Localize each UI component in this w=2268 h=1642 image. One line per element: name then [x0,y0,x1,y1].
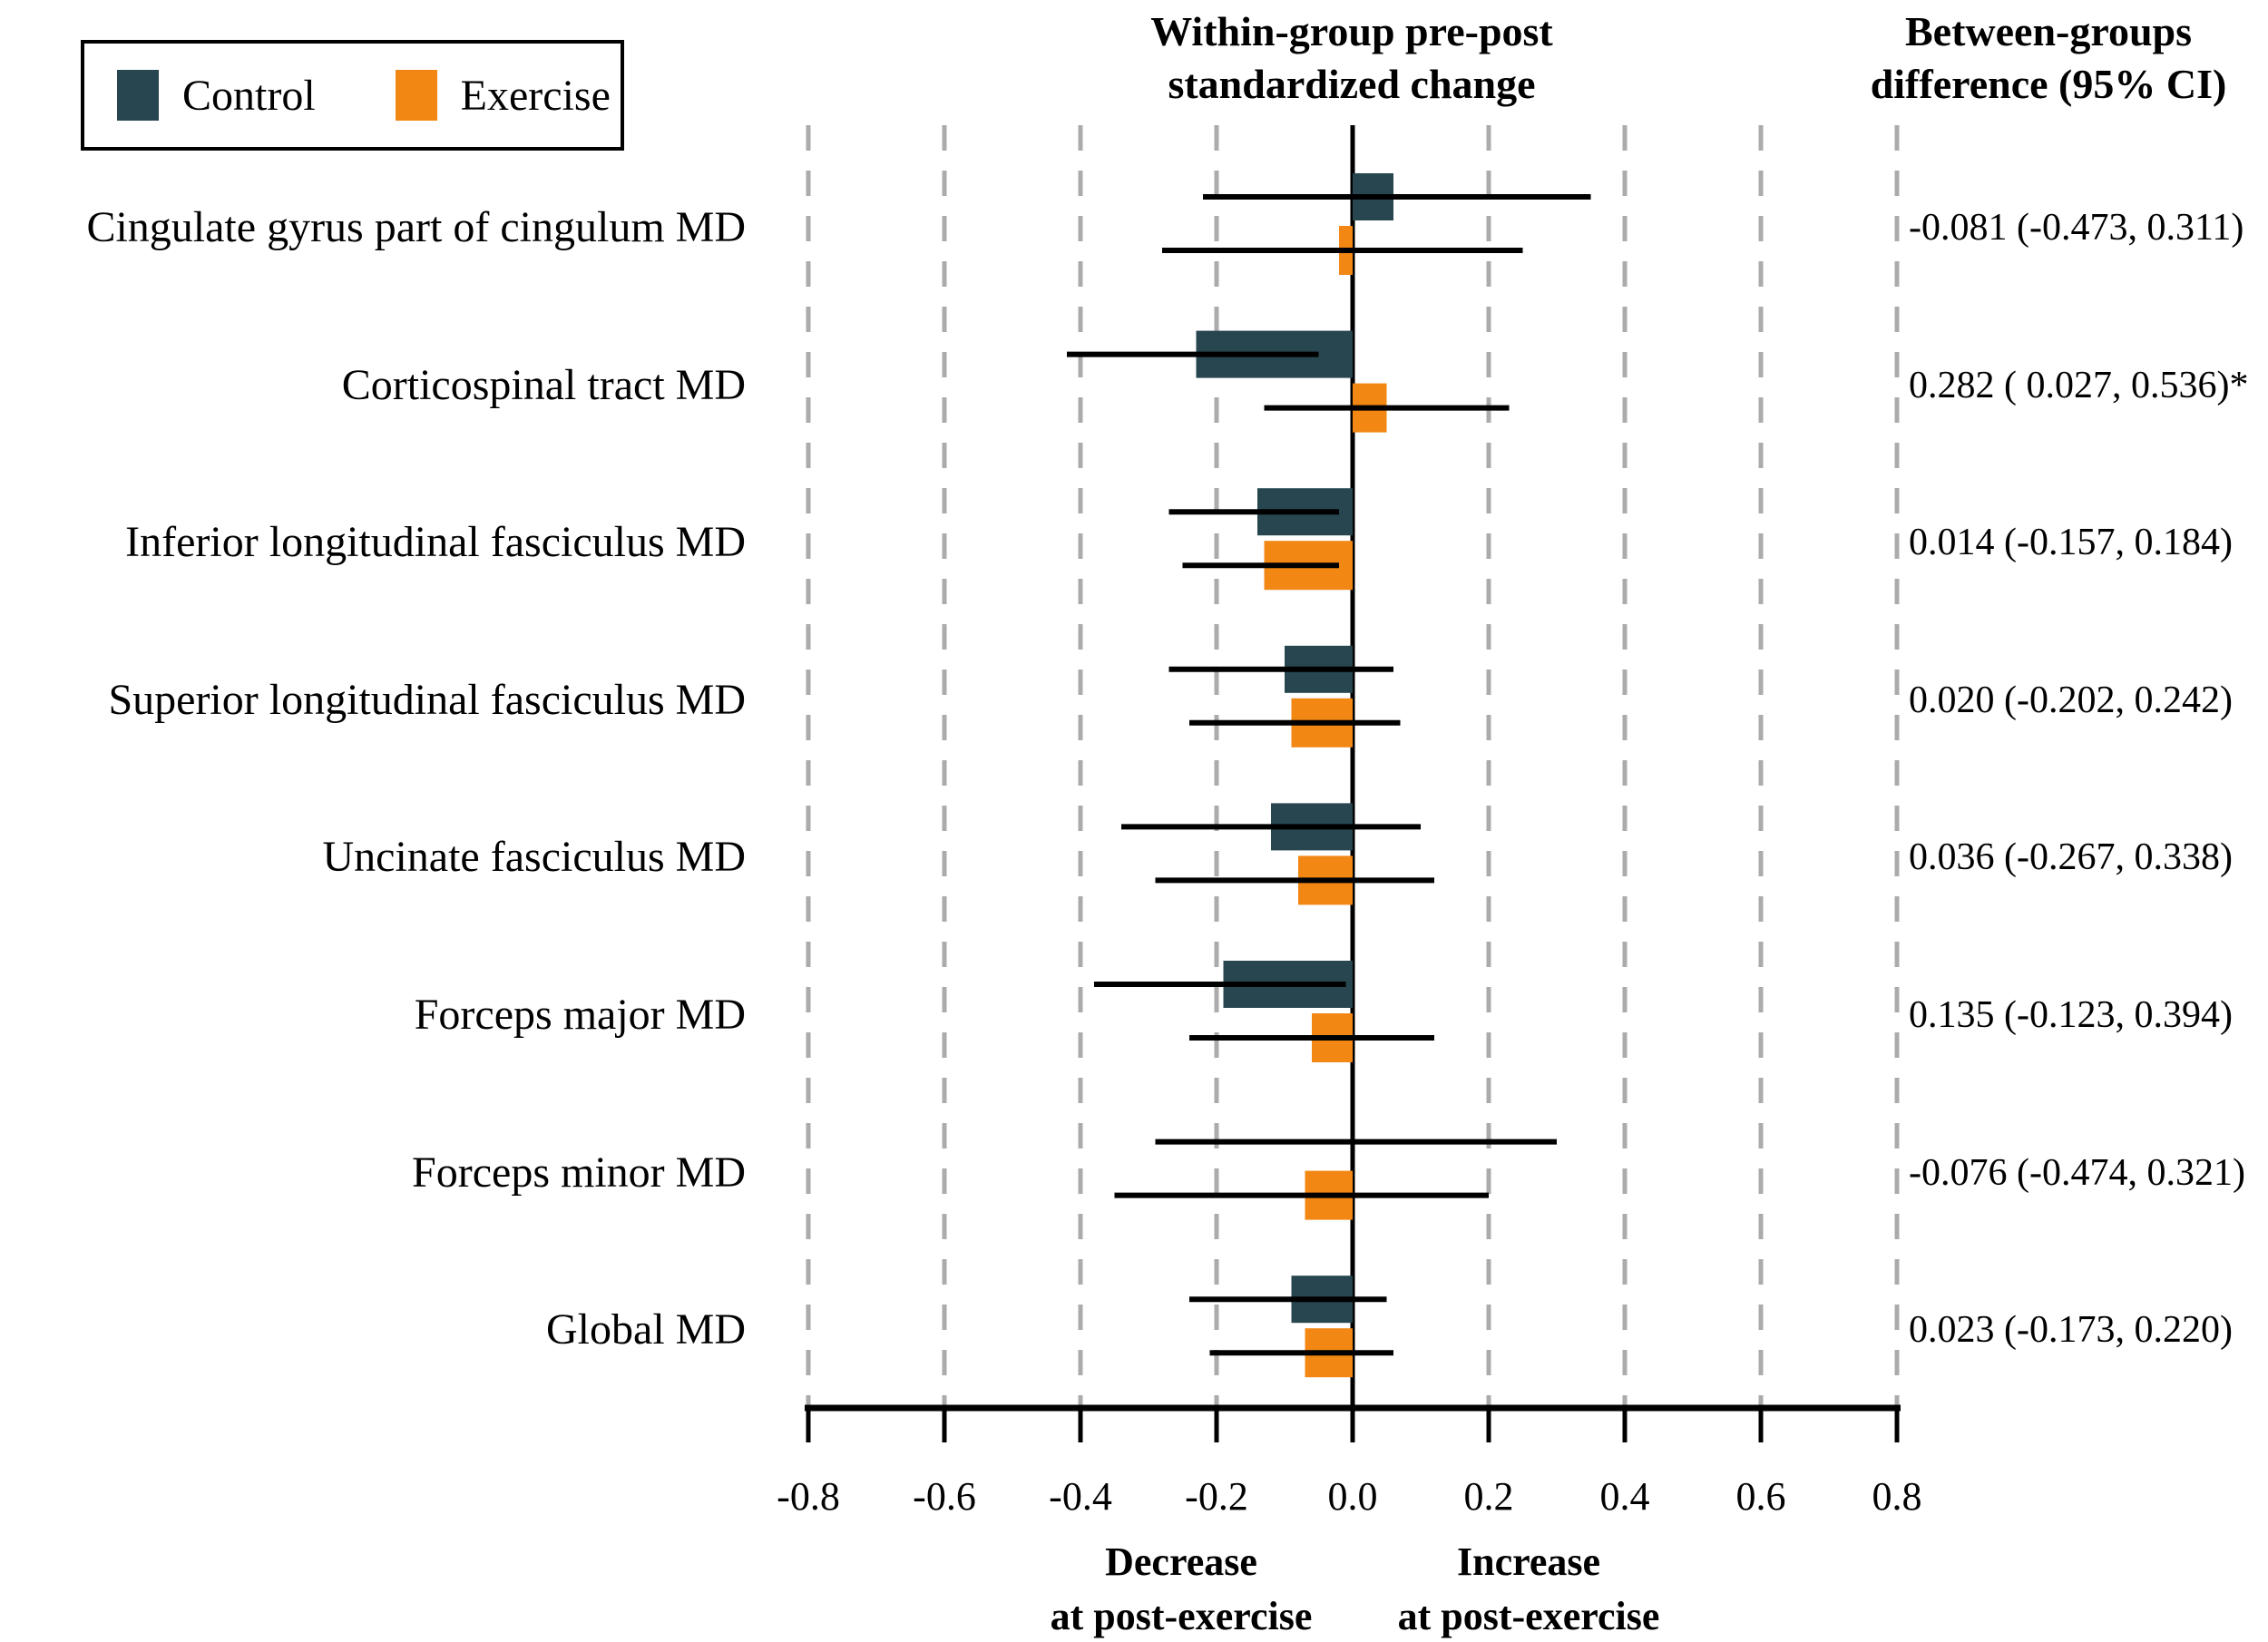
x-tick-label: -0.4 [1049,1474,1112,1519]
x-tick-label: -0.2 [1185,1474,1248,1519]
control-swatch-icon [117,70,159,121]
diff-header-line1: Between-groups [1904,8,2193,54]
x-tick-label: -0.8 [777,1474,840,1519]
row-label: Forceps minor MD [412,1148,746,1197]
row-label: Corticospinal tract MD [341,360,746,409]
axis-annotation-decrease: Decrease at post-exercise [945,1535,1417,1642]
diff-header-line2: difference (95% CI) [1870,61,2227,107]
between-groups-difference-value: 0.020 (-0.202, 0.242) [1909,679,2233,721]
decrease-line1: Decrease [1105,1539,1257,1584]
legend-label-exercise: Exercise [460,71,611,120]
axis-annotation-increase: Increase at post-exercise [1293,1535,1765,1642]
legend-item-exercise: Exercise [395,70,611,121]
difference-column-header: Between-groups difference (95% CI) [1758,5,2268,111]
row-label: Forceps major MD [414,991,746,1039]
between-groups-difference-value: 0.014 (-0.157, 0.184) [1909,522,2233,564]
between-groups-difference-value: -0.076 (-0.474, 0.321) [1909,1151,2245,1194]
x-tick-label: 0.4 [1599,1474,1650,1519]
between-groups-difference-value: 0.036 (-0.267, 0.338) [1909,836,2233,879]
row-label: Cingulate gyrus part of cingulum MD [86,203,746,251]
increase-line2: at post-exercise [1397,1594,1660,1638]
row-label: Inferior longitudinal fasciculus MD [125,518,746,567]
row-label: Superior longitudinal fasciculus MD [108,675,746,724]
plot-column-header: Within-group pre-post standardized chang… [898,5,1805,111]
plot-header-line1: Within-group pre-post [1150,8,1553,54]
row-label: Global MD [546,1305,746,1354]
between-groups-difference-value: 0.135 (-0.123, 0.394) [1909,994,2233,1036]
exercise-swatch-icon [395,70,437,121]
x-tick-label: 0.6 [1735,1474,1786,1519]
decrease-line2: at post-exercise [1050,1594,1313,1638]
legend: Control Exercise [81,40,624,151]
x-tick-label: 0.2 [1463,1474,1514,1519]
between-groups-difference-value: 0.023 (-0.173, 0.220) [1909,1309,2233,1352]
legend-label-control: Control [182,71,316,120]
plot-header-line2: standardized change [1168,61,1536,107]
between-groups-difference-value: -0.081 (-0.473, 0.311) [1909,207,2244,249]
x-tick-label: -0.6 [913,1474,976,1519]
x-tick-label: 0.8 [1872,1474,1922,1519]
row-label: Uncinate fasciculus MD [322,833,746,882]
legend-item-control: Control [117,70,316,121]
increase-line1: Increase [1456,1539,1601,1584]
x-tick-label: 0.0 [1327,1474,1378,1519]
between-groups-difference-value: 0.282 ( 0.027, 0.536)* [1909,364,2249,406]
